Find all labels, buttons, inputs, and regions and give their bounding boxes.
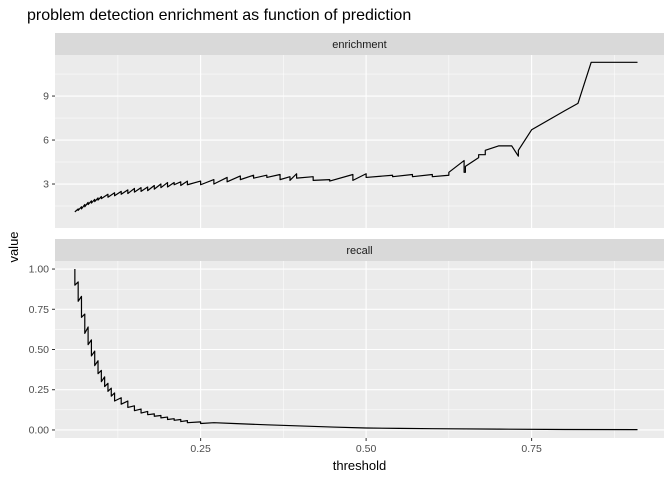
y-tick-label-enrichment-2: 9 — [43, 91, 49, 103]
grid-enrichment — [55, 55, 664, 228]
strip-label-enrichment: enrichment — [332, 39, 386, 51]
panel-recall: recall 0.00 0.25 0.50 0.75 1.00 — [29, 239, 664, 438]
x-tick-label-1: 0.50 — [356, 443, 377, 455]
panel-bg-enrichment — [55, 55, 664, 228]
y-tick-label-recall-3: 0.75 — [29, 304, 50, 316]
y-tick-label-recall-0: 0.00 — [29, 424, 50, 436]
x-ticks: 0.25 0.50 0.75 — [190, 438, 542, 455]
x-tick-label-2: 0.75 — [521, 443, 542, 455]
strip-enrichment — [55, 33, 664, 55]
series-recall — [74, 269, 638, 431]
strip-recall — [55, 239, 664, 261]
strip-label-recall: recall — [346, 245, 372, 257]
y-tick-label-recall-1: 0.25 — [29, 384, 50, 396]
panel-enrichment: enrichment 3 6 9 — [43, 33, 664, 228]
series-line-recall-0 — [74, 269, 638, 431]
y-tick-label-enrichment-0: 3 — [43, 179, 49, 191]
y-tick-label-recall-4: 1.00 — [29, 264, 50, 276]
x-tick-label-0: 0.25 — [190, 443, 211, 455]
y-axis-title: value — [6, 231, 21, 262]
series-enrichment — [74, 61, 638, 213]
series-line-enrichment-0 — [74, 61, 638, 213]
y-ticks-enrichment: 3 6 9 — [43, 91, 55, 191]
grid-recall — [55, 261, 664, 438]
y-tick-label-recall-2: 0.50 — [29, 344, 50, 356]
x-axis-title: threshold — [333, 458, 386, 473]
y-ticks-recall: 0.00 0.25 0.50 0.75 1.00 — [29, 264, 55, 436]
y-tick-label-enrichment-1: 6 — [43, 135, 49, 147]
chart-title: problem detection enrichment as function… — [27, 7, 411, 24]
